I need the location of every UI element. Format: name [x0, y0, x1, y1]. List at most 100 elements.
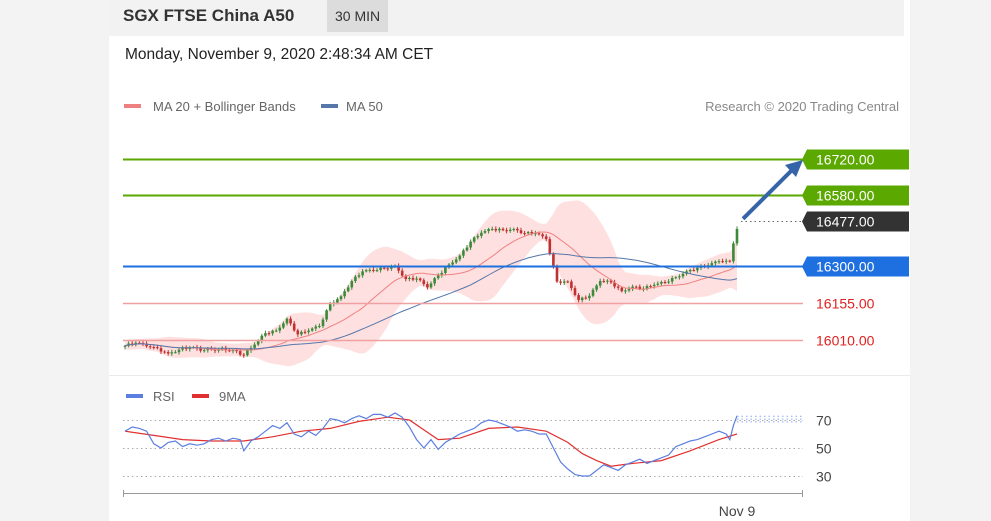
ma50-legend-label: MA 50 [346, 99, 383, 114]
candle-body [523, 233, 526, 235]
candle-body [663, 281, 667, 283]
timeframe-badge[interactable]: 30 MIN [327, 0, 389, 32]
candle-body [346, 287, 350, 292]
candle-body [714, 261, 717, 264]
candle-body [483, 231, 487, 233]
level-label-16010.00: 16010.00 [816, 333, 875, 349]
candle-body [386, 268, 390, 270]
candle-body [634, 286, 638, 288]
candle-body [526, 232, 530, 234]
candle-body [688, 270, 692, 272]
candle-body [156, 347, 159, 349]
candle-body [530, 232, 534, 234]
candle-body [613, 282, 616, 287]
candle-body [411, 277, 415, 280]
candle-body [184, 347, 188, 350]
candle-body [339, 296, 343, 300]
candle-body [433, 278, 436, 284]
candle-body [418, 278, 422, 281]
candle-body [415, 278, 418, 280]
candle-body [454, 259, 458, 263]
candle-body [645, 286, 649, 289]
candle-body [318, 326, 321, 328]
level-lines: 16720.00 16580.00 16477.00 16300.00 16155.00… [123, 149, 909, 349]
candle-body [343, 291, 346, 297]
candle-body [372, 269, 375, 271]
candle-body [573, 288, 577, 296]
candle-body [735, 228, 739, 244]
ma20-legend-label: MA 20 + Bollinger Bands [153, 99, 296, 114]
candle-body [627, 289, 631, 291]
ma20-line [124, 231, 738, 351]
candle-body [199, 348, 202, 351]
candle-body [375, 270, 379, 272]
candle-body [206, 348, 210, 351]
candle-body [170, 352, 174, 354]
candle-body [451, 262, 454, 265]
candle-body [728, 260, 732, 262]
level-tag-16580.00 [802, 185, 909, 206]
candle-body [350, 281, 354, 288]
candle-body [678, 276, 681, 278]
candle-body [476, 235, 480, 238]
candle-body [487, 229, 490, 232]
candle-body [534, 233, 537, 235]
title-bar: SGX FTSE China A50 30 MIN [109, 0, 904, 36]
candle-body [577, 295, 580, 301]
credit-text: Research © 2020 Trading Central [705, 99, 899, 114]
candle-body [264, 333, 267, 336]
candle-body [267, 333, 271, 335]
candle-body [732, 243, 735, 262]
candle-body [462, 250, 465, 256]
candle-body [508, 229, 512, 231]
candle-body [148, 346, 152, 348]
candle-body [300, 331, 303, 335]
candle-body [231, 350, 235, 352]
rsi-plot: 70 50 30 [123, 412, 832, 485]
candle-body [224, 348, 228, 351]
candle-body [278, 327, 282, 331]
main-plot [123, 200, 739, 367]
candle-body [469, 241, 472, 248]
candle-body [357, 275, 361, 277]
rsi-ma-legend-label: 9MA [219, 389, 246, 404]
candle-body [429, 283, 433, 288]
candle-body [436, 275, 440, 279]
ma50-legend-swatch [321, 104, 338, 108]
level-label-16300.00: 16300.00 [816, 259, 875, 275]
instrument-title: SGX FTSE China A50 [123, 6, 295, 25]
candle-body [325, 310, 328, 320]
candle-body [544, 236, 548, 240]
candle-body [609, 280, 613, 283]
candle-body [555, 266, 559, 282]
candle-body [181, 347, 184, 350]
level-label-16477.00: 16477.00 [816, 214, 875, 230]
candle-body [562, 281, 566, 283]
candle-body [292, 323, 296, 331]
candle-body [670, 278, 674, 282]
candle-body [696, 267, 699, 271]
candle-body [138, 342, 141, 344]
candle-body [364, 270, 368, 272]
candle-body [519, 230, 523, 234]
candle-body [310, 328, 314, 331]
candle-body [580, 297, 584, 301]
candle-body [721, 261, 724, 263]
candle-body [220, 348, 224, 350]
candle-body [494, 228, 498, 231]
candle-body [620, 287, 624, 292]
candle-body [656, 283, 660, 285]
candle-body [638, 286, 642, 290]
candle-body [490, 228, 494, 230]
candle-body [472, 237, 476, 242]
candle-body [400, 270, 404, 276]
candle-body [123, 345, 127, 347]
candle-body [296, 330, 300, 335]
forecast-arrow-shaft [741, 165, 797, 221]
candle-body [458, 255, 462, 260]
candle-body [321, 319, 325, 327]
candle-body [422, 280, 426, 285]
candle-body [213, 349, 217, 351]
candle-body [660, 281, 663, 284]
candle-body [328, 303, 332, 311]
